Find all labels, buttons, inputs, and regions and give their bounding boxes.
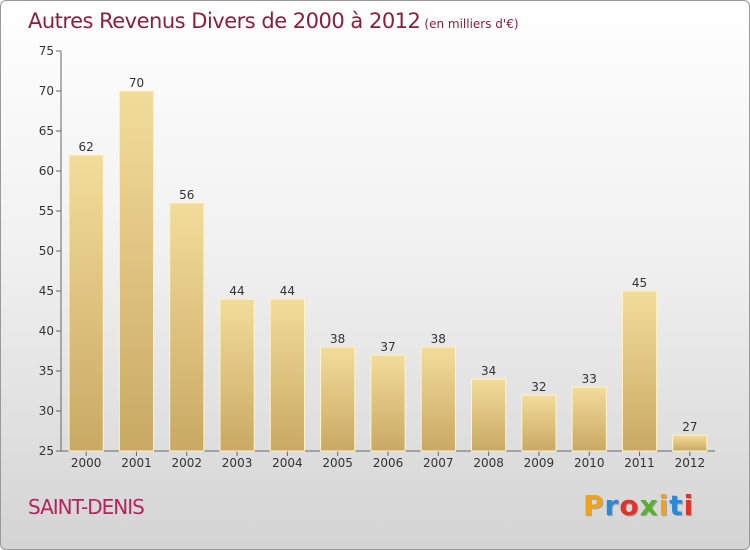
y-tick-label: 65	[39, 124, 54, 138]
logo-letter: P	[583, 489, 605, 522]
y-tick-label: 35	[39, 364, 54, 378]
x-tick-label: 2009	[524, 456, 555, 470]
value-label: 38	[431, 332, 446, 346]
x-tick-label: 2010	[574, 456, 605, 470]
x-tick-label: 2012	[675, 456, 706, 470]
chart-unit: (en milliers d'€)	[424, 17, 519, 31]
bar	[169, 202, 205, 452]
x-tick-label: 2007	[423, 456, 454, 470]
y-tick-label: 60	[39, 164, 54, 178]
value-label: 70	[129, 76, 144, 90]
value-label: 34	[481, 364, 496, 378]
y-tick-label: 70	[39, 84, 54, 98]
value-label: 38	[330, 332, 345, 346]
value-label: 44	[280, 284, 295, 298]
y-tick-label: 55	[39, 204, 54, 218]
x-tick-label: 2002	[171, 456, 202, 470]
bar	[471, 378, 507, 452]
city-name: SAINT-DENIS	[28, 495, 145, 519]
bar	[118, 90, 155, 452]
y-tick-label: 50	[39, 244, 54, 258]
logo-letter: r	[604, 489, 620, 522]
bar	[420, 346, 456, 452]
value-label: 62	[79, 140, 94, 154]
value-label: 45	[632, 276, 647, 290]
bar	[521, 394, 557, 452]
y-tick-label: 25	[39, 444, 54, 458]
bar	[621, 290, 658, 452]
chart-title-text: Autres Revenus Divers de 2000 à 2012	[28, 9, 421, 33]
value-label: 56	[179, 188, 194, 202]
value-label: 33	[582, 372, 597, 386]
x-tick-label: 2005	[322, 456, 353, 470]
x-tick-label: 2001	[121, 456, 152, 470]
logo-letter: i	[683, 489, 695, 522]
proxiti-logo: Proxiti	[583, 489, 694, 522]
bar	[320, 346, 356, 452]
value-label: 27	[682, 420, 697, 434]
logo-letter: x	[639, 489, 659, 522]
logo-letter: t	[669, 489, 684, 522]
x-tick-label: 2006	[373, 456, 404, 470]
y-tick-label: 75	[39, 44, 54, 58]
bar	[571, 386, 607, 452]
y-tick-label: 30	[39, 404, 54, 418]
logo-letter: o	[619, 489, 640, 522]
value-label: 37	[380, 340, 395, 354]
y-tick-label: 45	[39, 284, 54, 298]
x-tick-label: 2008	[473, 456, 504, 470]
value-label: 32	[531, 380, 546, 394]
logo-letter: i	[658, 489, 670, 522]
bar	[269, 298, 305, 452]
x-tick-label: 2011	[624, 456, 655, 470]
x-tick-label: 2003	[222, 456, 253, 470]
bar	[68, 154, 104, 452]
value-labels: 62 70 56 44 44 38 37 38 34 32 33 45 27	[79, 76, 698, 434]
bar	[672, 434, 708, 452]
bar	[370, 354, 406, 452]
bars	[68, 90, 708, 452]
value-label: 44	[229, 284, 244, 298]
axes: 25 30 35 40 45 50 55 60 65 70 75 2000 2001 2002 2003 20…	[39, 44, 715, 470]
x-tick-label: 2000	[71, 456, 102, 470]
x-tick-label: 2004	[272, 456, 303, 470]
y-tick-label: 40	[39, 324, 54, 338]
bar	[219, 298, 255, 452]
chart-title: Autres Revenus Divers de 2000 à 2012 (en …	[28, 9, 519, 33]
